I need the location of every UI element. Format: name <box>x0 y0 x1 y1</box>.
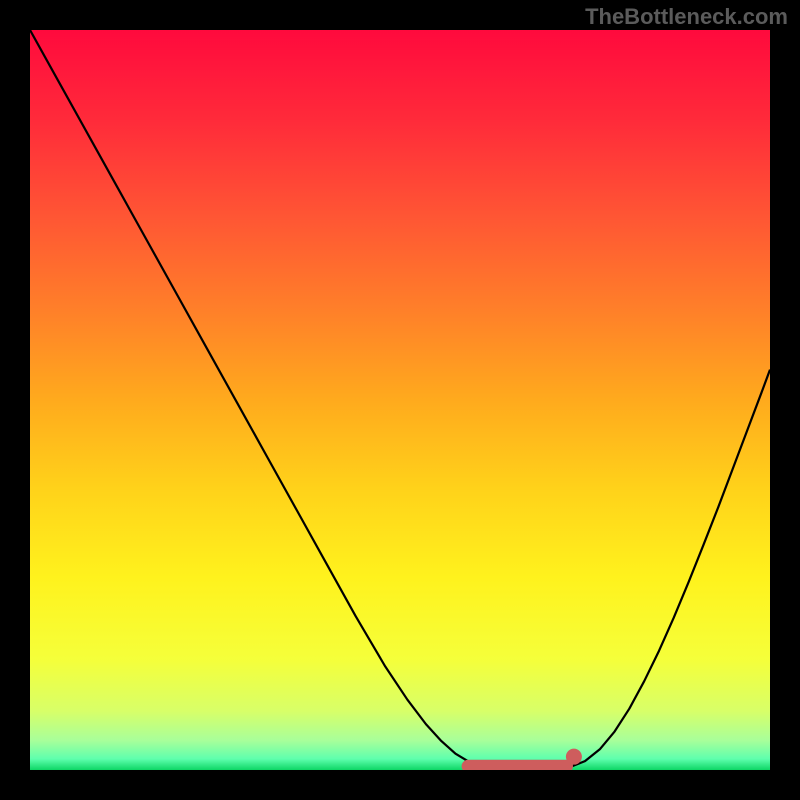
optimal-range-end-dot <box>566 749 582 765</box>
chart-svg <box>30 30 770 770</box>
chart-container: TheBottleneck.com <box>0 0 800 800</box>
gradient-background <box>30 30 770 770</box>
plot-area <box>30 30 770 770</box>
watermark-text: TheBottleneck.com <box>585 4 788 30</box>
